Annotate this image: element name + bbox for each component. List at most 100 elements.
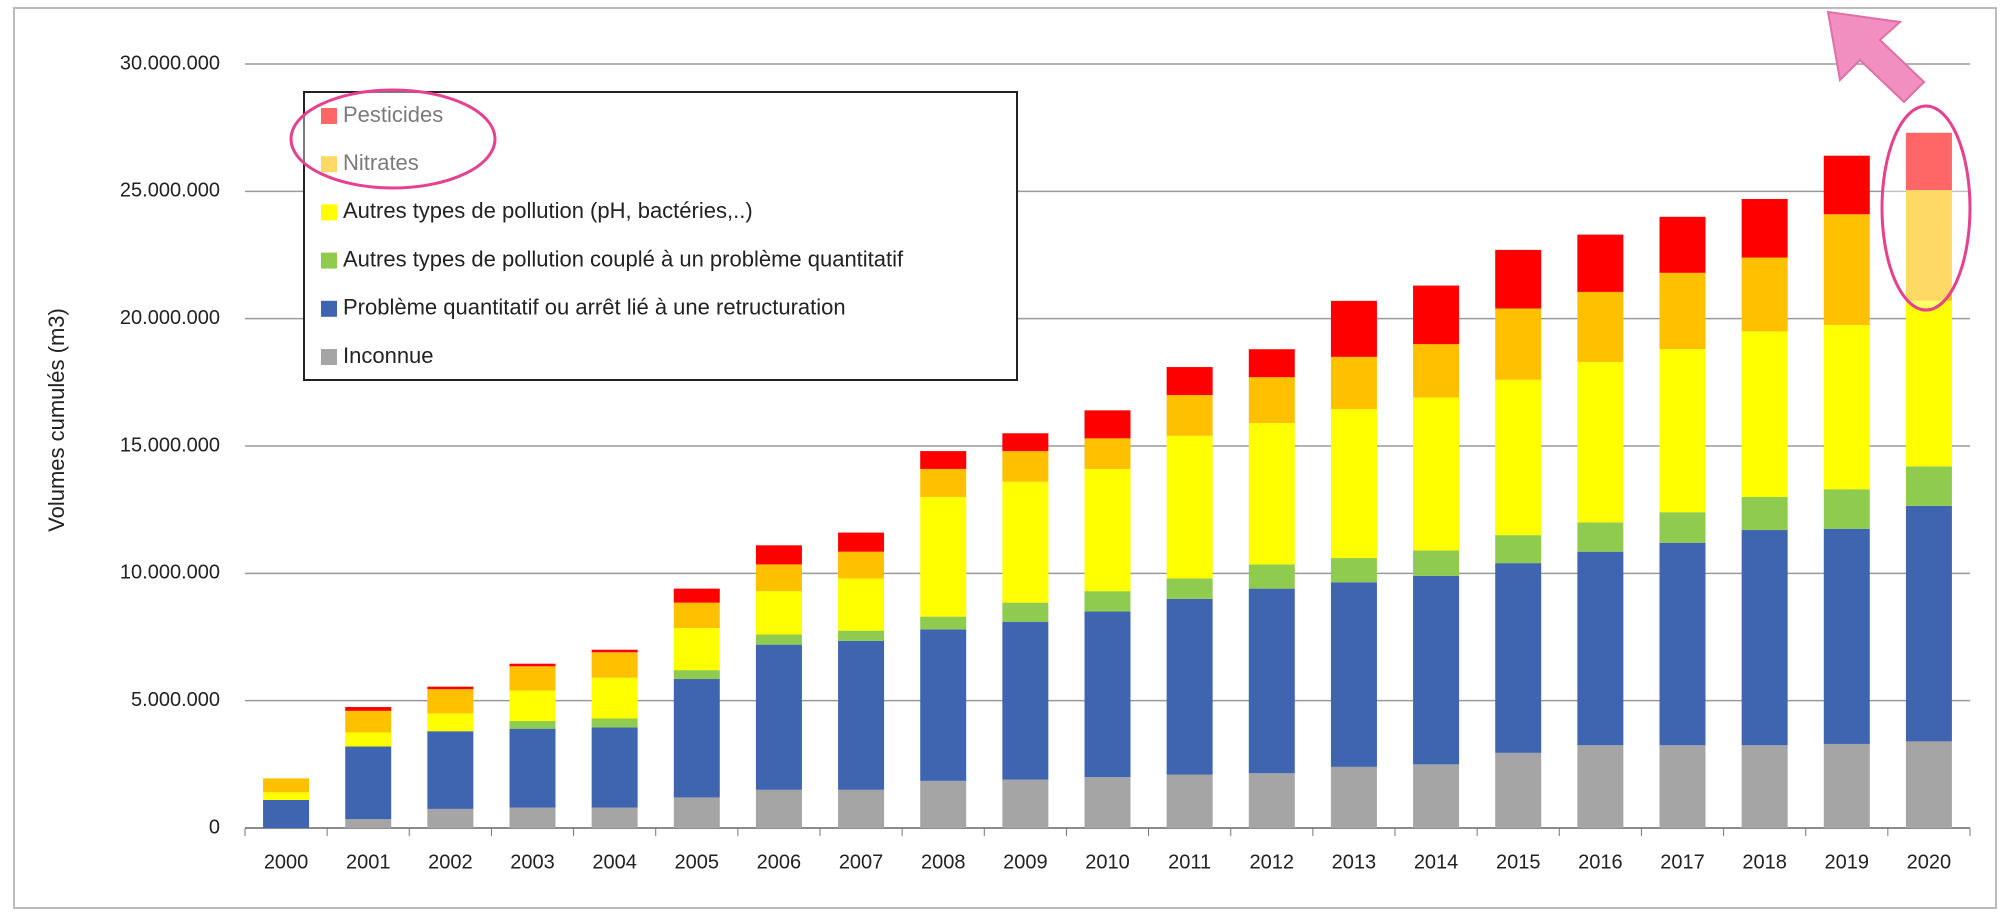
bar-segment — [509, 666, 556, 691]
y-tick-label: 0 — [209, 816, 220, 838]
y-tick-label: 30.000.000 — [120, 52, 220, 74]
bar-segment — [838, 640, 885, 790]
arrow — [1826, 10, 1926, 104]
x-tick-label: 2013 — [1332, 851, 1377, 873]
legend-label: Inconnue — [343, 343, 434, 368]
bar-segment — [1084, 410, 1131, 439]
bar-segment — [1659, 542, 1706, 746]
bar-segment — [673, 679, 720, 798]
bar-segment — [1166, 435, 1213, 579]
bar-segment — [1577, 745, 1624, 828]
bar-segment — [755, 634, 802, 645]
highlight-ellipse — [1880, 104, 1972, 312]
bar-segment — [263, 778, 310, 793]
bar-segment — [263, 799, 310, 828]
x-tick-label: 2017 — [1660, 851, 1705, 873]
bar-segment — [1741, 530, 1788, 746]
bar-segment — [1905, 132, 1952, 191]
bar-segment — [1495, 752, 1542, 828]
legend-swatch — [321, 252, 337, 269]
bar-segment — [1002, 433, 1049, 452]
bar-segment — [1248, 564, 1295, 589]
bar-segment — [345, 732, 392, 747]
bar-segment — [509, 728, 556, 808]
bar-segment — [1084, 468, 1131, 592]
x-tick-label: 2014 — [1414, 851, 1459, 873]
highlight-ellipse — [289, 88, 497, 190]
bar-segment — [755, 644, 802, 790]
bar-segment — [1577, 291, 1624, 362]
bar-segment — [1248, 377, 1295, 424]
bar-segment — [427, 689, 474, 714]
bar-segment — [1823, 528, 1870, 744]
bar-segment — [591, 677, 638, 719]
legend-label: Problème quantitatif ou arrêt lié à une … — [343, 295, 846, 320]
legend-swatch — [321, 156, 337, 173]
bar-segment — [1577, 522, 1624, 552]
bar-segment — [920, 780, 967, 828]
legend-swatch — [321, 108, 337, 124]
bar-segment — [1741, 496, 1788, 531]
bar-segment — [1248, 349, 1295, 378]
bar-segment — [1823, 325, 1870, 490]
bar-segment — [755, 564, 802, 592]
bar-segment — [1166, 774, 1213, 828]
x-tick-label: 2001 — [346, 851, 391, 873]
bar-segment — [920, 629, 967, 781]
bar-segment — [920, 468, 967, 497]
bar-segment — [1248, 423, 1295, 565]
x-tick-label: 2019 — [1825, 851, 1870, 873]
bar-segment — [509, 807, 556, 828]
bar-segment — [1823, 214, 1870, 326]
bar-segment — [755, 591, 802, 635]
bar-segment — [1248, 773, 1295, 828]
x-tick-label: 2006 — [757, 851, 802, 873]
bar-segment — [1659, 272, 1706, 350]
legend-label: Autres types de pollution couplé à un pr… — [343, 246, 904, 271]
bar-segment — [1413, 550, 1460, 576]
bar-segment — [1823, 743, 1870, 828]
x-tick-label: 2005 — [675, 851, 720, 873]
bar-segment — [1905, 741, 1952, 828]
bar-segment — [838, 789, 885, 828]
bar-segment — [345, 746, 392, 820]
bar-segment — [1330, 409, 1377, 559]
bar-segment — [345, 710, 392, 733]
bar-segment — [1905, 466, 1952, 506]
plot: 0 5.000.000 10.000.000 15.000.000 20.000.000… — [120, 52, 1971, 873]
bar-segment — [1330, 300, 1377, 357]
legend-label: Nitrates — [343, 150, 419, 175]
x-tick-label: 2010 — [1085, 851, 1130, 873]
legend: Pesticides Nitrates Autres types de pollut… — [303, 91, 1018, 381]
bar-segment — [1084, 438, 1131, 469]
bar-segment — [1084, 611, 1131, 778]
x-tick-label: 2000 — [264, 851, 309, 873]
bar-segment — [1495, 563, 1542, 753]
bar-segment — [1905, 505, 1952, 742]
bar-segment — [1823, 155, 1870, 215]
bar-segment — [345, 819, 392, 828]
bar-segment — [755, 789, 802, 828]
bar-segment — [591, 807, 638, 828]
bar-segment — [1166, 395, 1213, 436]
y-tick-label: 25.000.000 — [120, 180, 220, 202]
bar-segment — [591, 649, 638, 653]
bar-segment — [1248, 588, 1295, 774]
bar-segment — [1495, 379, 1542, 536]
bar-segment — [1905, 190, 1952, 301]
bar-segment — [1577, 361, 1624, 523]
y-axis-label: Volumes cumulés (m3) — [44, 308, 69, 532]
bar-segment — [427, 686, 474, 690]
y-tick-label: 20.000.000 — [120, 307, 220, 329]
x-tick-label: 2004 — [592, 851, 637, 873]
x-tick-label: 2002 — [428, 851, 473, 873]
x-tick-label: 2003 — [510, 851, 555, 873]
bar-segment — [345, 707, 392, 711]
x-tick-label: 2012 — [1250, 851, 1295, 873]
bar-segment — [838, 578, 885, 631]
bar-segment — [1659, 349, 1706, 513]
y-tick-label: 10.000.000 — [120, 562, 220, 584]
bar-segment — [1413, 344, 1460, 398]
y-tick-label: 15.000.000 — [120, 434, 220, 456]
bar-segment — [1495, 308, 1542, 380]
